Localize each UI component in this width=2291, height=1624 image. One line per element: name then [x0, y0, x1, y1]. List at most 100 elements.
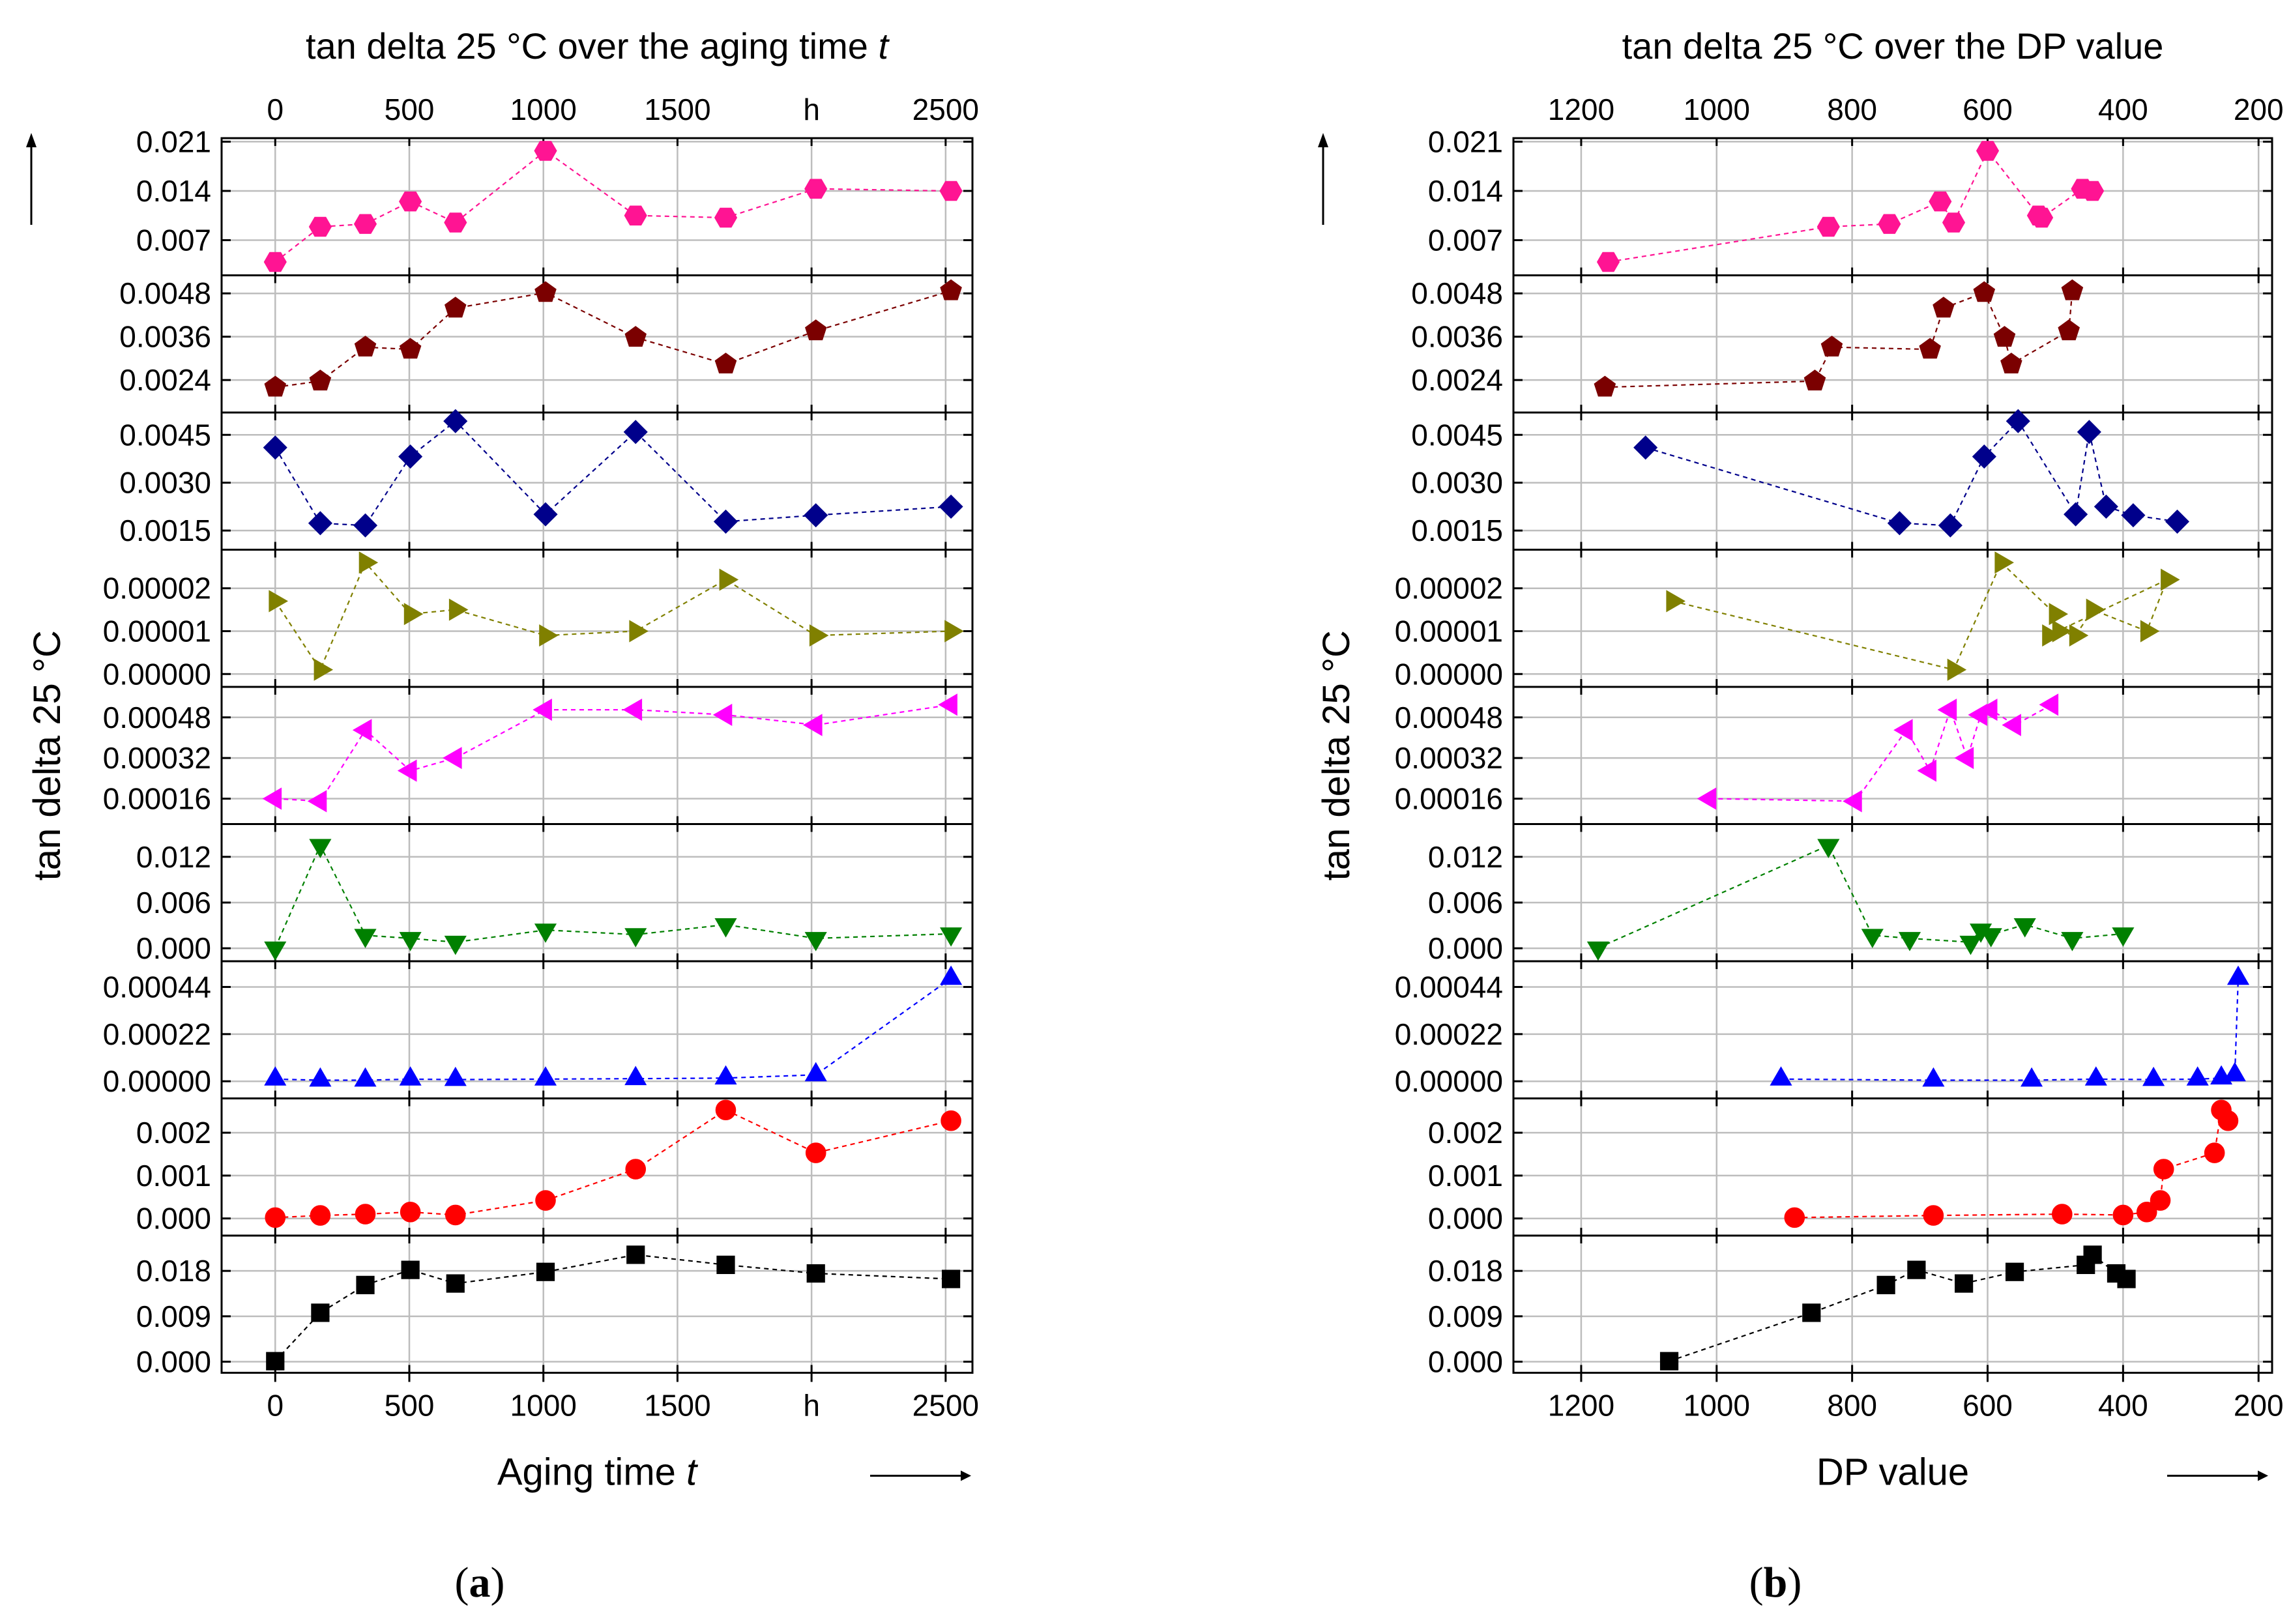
data-point [534, 923, 557, 943]
y-tick-label: 0.000 [136, 931, 211, 965]
y-tick-label: 0.009 [1428, 1299, 1503, 1333]
y-tick-label: 0.014 [136, 174, 211, 208]
data-point [536, 1262, 555, 1281]
data-point [2217, 1110, 2239, 1131]
y-tick-label: 0.00000 [103, 657, 211, 691]
data-point [940, 279, 962, 300]
plot-frame [220, 549, 974, 688]
series-s9: 0.000 0.009 0.018 [1428, 1234, 2273, 1378]
y-tick-label: 0.0036 [1411, 320, 1503, 354]
y-tick-label: 0.00001 [103, 614, 211, 648]
top-x-tick-label: 1000 [1684, 93, 1750, 126]
data-point [2064, 502, 2088, 527]
data-point [2161, 568, 2180, 591]
plot-frame [1512, 549, 2273, 688]
data-point [1817, 839, 1840, 858]
x-tick-label: h [803, 1389, 820, 1423]
data-point [1923, 1205, 1944, 1226]
panel-caption: (b) [1749, 1559, 1802, 1606]
y-tick-label: 0.012 [1428, 840, 1503, 874]
x-tick-label: 800 [1827, 1389, 1877, 1423]
y-direction-arrow-head [26, 133, 36, 147]
y-tick-label: 0.000 [136, 1344, 211, 1378]
data-point [534, 281, 557, 302]
data-point [1594, 375, 1616, 397]
y-tick-label: 0.00044 [103, 970, 211, 1004]
data-point [804, 503, 828, 528]
plot-frame [220, 960, 974, 1099]
x-axis-label: Aging time t [497, 1451, 699, 1494]
y-tick-label: 0.00000 [1395, 657, 1503, 691]
top-x-tick-label: 1500 [644, 93, 710, 126]
data-point [445, 1204, 466, 1226]
y-tick-label: 0.018 [136, 1254, 211, 1288]
x-tick-label: 0 [267, 1389, 284, 1423]
y-tick-label: 0.001 [136, 1159, 211, 1193]
data-point [446, 1274, 465, 1293]
y-tick-label: 0.00016 [1395, 782, 1503, 816]
series-s8: 0.000 0.001 0.002 [136, 1097, 974, 1237]
data-point [2081, 181, 2105, 201]
data-point [1947, 658, 1967, 681]
plot-frame [220, 1234, 974, 1374]
y-tick-label: 0.0015 [1411, 514, 1503, 547]
series-s1: 0.007 0.014 0.021 [1428, 124, 2273, 276]
top-x-tick-label: 500 [385, 93, 435, 126]
data-point [939, 181, 963, 201]
y-axis-label: tan delta 25 °C [1315, 630, 1358, 880]
y-tick-label: 0.00022 [103, 1017, 211, 1051]
y-direction-arrow-head [1318, 133, 1328, 147]
y-tick-label: 0.0048 [1411, 276, 1503, 310]
x-axis-label: DP value [1817, 1451, 1969, 1494]
series-s5: 0.00016 0.00032 0.00048 [1395, 686, 2273, 825]
data-point [1942, 212, 1966, 233]
data-point [354, 336, 377, 356]
chart-title: tan delta 25 °C over the aging time t [306, 25, 890, 66]
data-point [804, 932, 827, 951]
data-point [309, 370, 332, 391]
data-point [716, 1255, 735, 1274]
data-point [1666, 590, 1685, 613]
y-tick-label: 0.021 [1428, 124, 1503, 158]
data-point [1937, 699, 1957, 721]
series-line [274, 420, 952, 527]
data-point [2013, 918, 2036, 938]
x-tick-label: 1000 [510, 1389, 577, 1423]
caption-letter: b [1764, 1559, 1788, 1606]
data-point [311, 1303, 330, 1322]
series-line [275, 290, 952, 388]
data-point [1887, 511, 1912, 536]
y-tick-label: 0.00002 [1395, 572, 1503, 605]
caption-letter: a [469, 1559, 491, 1606]
data-point [809, 624, 829, 647]
data-point [804, 1062, 827, 1082]
y-tick-label: 0.00048 [1395, 701, 1503, 734]
series-line [1794, 1108, 2229, 1219]
data-point [307, 790, 327, 813]
data-point [308, 511, 333, 536]
y-tick-label: 0.018 [1428, 1254, 1503, 1288]
data-point [1633, 435, 1658, 460]
data-point [2153, 1159, 2174, 1180]
y-tick-label: 0.007 [136, 224, 211, 257]
data-point [1955, 1274, 1974, 1293]
data-point [2042, 624, 2062, 647]
plot-frame [1512, 274, 2273, 414]
data-point [2049, 603, 2069, 626]
y-tick-label: 0.001 [1428, 1159, 1503, 1193]
data-point [2136, 1202, 2157, 1223]
caption-close: ) [491, 1559, 505, 1606]
x-direction-arrow-head [961, 1470, 971, 1481]
series-s5: 0.00016 0.00032 0.00048 [103, 686, 974, 825]
data-point [1938, 513, 1963, 538]
y-tick-label: 0.021 [136, 124, 211, 158]
series-s7: 0.00000 0.00022 0.00044 [1395, 960, 2273, 1099]
plot-frame [1512, 686, 2273, 825]
data-point [264, 1066, 287, 1086]
data-point [1976, 141, 2000, 161]
data-point [399, 1066, 422, 1086]
y-tick-label: 0.0015 [119, 514, 211, 547]
plot-frame [220, 411, 974, 551]
data-point [353, 513, 378, 538]
